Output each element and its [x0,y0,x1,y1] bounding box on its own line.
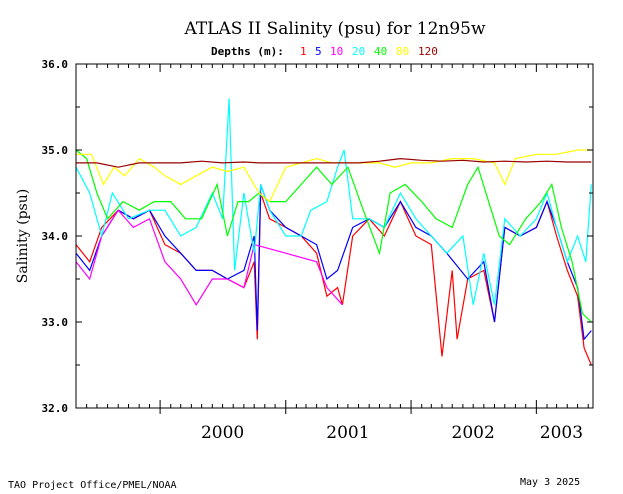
legend-label: Depths (m): [211,45,284,58]
x-year-label-2003: 2003 [540,423,583,443]
series-line-5 [75,184,592,341]
x-year-label-2000: 2000 [201,423,244,443]
series-line-80 [76,149,592,203]
y-tick-label: 34.0 [42,230,69,243]
x-year-label-2001: 2001 [326,423,369,443]
series-line-10 [75,209,343,306]
y-tick-label: 35.0 [42,144,69,157]
axes: 32.0 33.0 34.0 35.0 36.0 2000 2001 2002 2003 [42,58,594,443]
legend-entry-80: 80 [396,45,409,58]
y-tick-label: 32.0 [42,402,69,415]
series-line-40 [75,149,592,323]
series-line-120 [76,157,592,168]
legend: Depths (m): 1 5 10 20 40 80 120 [211,45,438,58]
series-line-20 [75,98,592,305]
x-year-label-2002: 2002 [452,423,495,443]
footer-date: May 3 2025 [520,477,580,488]
plot-area [75,98,592,366]
y-tick-label: 36.0 [42,58,69,71]
legend-entry-10: 10 [330,45,343,58]
legend-entry-120: 120 [418,45,438,58]
y-tick-label: 33.0 [42,316,69,329]
chart-title: ATLAS II Salinity (psu) for 12n95w [183,19,486,39]
y-axis-label: Salinity (psu) [15,189,31,283]
legend-entry-1: 1 [300,45,307,58]
series-line-1 [75,192,592,366]
legend-entry-5: 5 [315,45,322,58]
legend-entry-20: 20 [352,45,365,58]
footer-credit: TAO Project Office/PMEL/NOAA [8,480,177,491]
legend-entry-40: 40 [374,45,387,58]
